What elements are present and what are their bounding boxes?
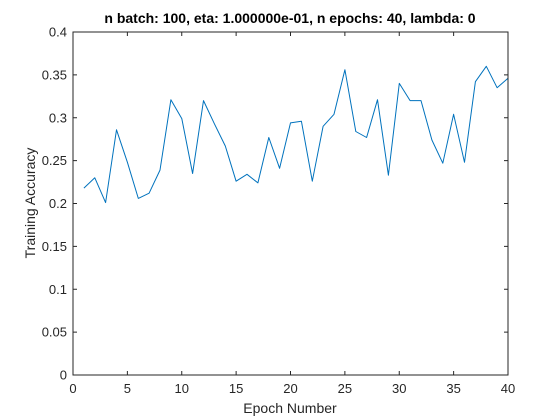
x-tick-label: 25 xyxy=(338,381,352,396)
x-tick-label: 0 xyxy=(69,381,76,396)
x-axis-ticks xyxy=(72,32,509,375)
x-tick-label: 20 xyxy=(283,381,297,396)
axes-background xyxy=(73,32,508,375)
axes-box xyxy=(72,31,509,376)
y-tick-label: 0.4 xyxy=(49,25,67,40)
series-line xyxy=(83,65,509,204)
x-tick-label: 30 xyxy=(392,381,406,396)
x-axis-label: Epoch Number xyxy=(243,400,337,416)
x-tick-label: 35 xyxy=(446,381,460,396)
chart-title: n batch: 100, eta: 1.000000e-01, n epoch… xyxy=(104,10,475,26)
y-tick-label: 0.2 xyxy=(49,196,67,211)
x-tick-label: 40 xyxy=(501,381,515,396)
y-tick-label: 0.05 xyxy=(42,325,67,340)
y-axis-label: Training Accuracy xyxy=(22,148,38,259)
plot-area xyxy=(72,31,509,376)
y-tick-label: 0.15 xyxy=(42,239,67,254)
y-tick-label: 0.3 xyxy=(49,110,67,125)
y-tick-label: 0.1 xyxy=(49,282,67,297)
x-tick-label: 10 xyxy=(175,381,189,396)
x-tick-label: 15 xyxy=(229,381,243,396)
x-axis-tick-labels: 0 5 10 15 20 25 30 35 40 xyxy=(69,381,515,396)
y-tick-label: 0 xyxy=(60,368,67,383)
y-axis-tick-labels: 0 0.05 0.1 0.15 0.2 0.25 0.3 0.35 0.4 xyxy=(42,25,67,383)
y-tick-label: 0.35 xyxy=(42,67,67,82)
x-tick-label: 5 xyxy=(124,381,131,396)
y-tick-label: 0.25 xyxy=(42,153,67,168)
